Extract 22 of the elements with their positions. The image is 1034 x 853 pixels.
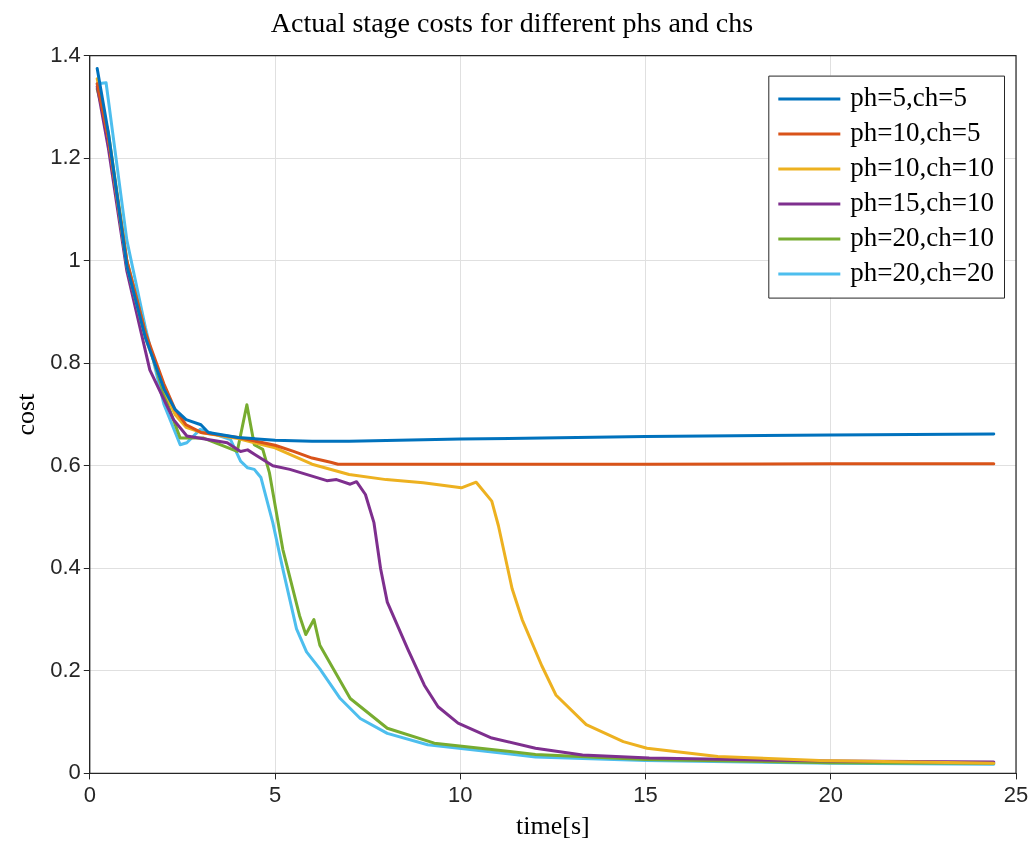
x-tick-label: 5 — [268, 781, 282, 807]
legend-label: ph=20,ch=10 — [850, 222, 995, 253]
y-axis-title: cost — [11, 392, 41, 436]
y-tick-label: 0.4 — [50, 554, 81, 580]
legend-label: ph=10,ch=5 — [850, 117, 981, 148]
y-tick-label: 0.6 — [50, 451, 81, 477]
x-tick-label: 25 — [1003, 781, 1029, 807]
legend-label: ph=15,ch=10 — [850, 187, 995, 218]
x-tick-label: 15 — [633, 781, 658, 807]
chart-title: Actual stage costs for different phs and chs — [270, 7, 754, 39]
x-axis-title: time[s] — [516, 811, 590, 841]
x-tick-label: 20 — [818, 781, 843, 807]
x-tick-label: 10 — [448, 781, 473, 807]
legend-label: ph=5,ch=5 — [850, 82, 968, 113]
y-tick-label: 0.8 — [50, 349, 81, 375]
y-tick-label: 1.2 — [50, 144, 81, 170]
legend-label: ph=20,ch=20 — [850, 257, 995, 288]
y-tick-label: 0.2 — [50, 656, 81, 682]
y-tick-label: 0 — [68, 759, 81, 785]
y-tick-label: 1 — [68, 246, 81, 272]
y-tick-label: 1.4 — [50, 41, 81, 67]
legend-label: ph=10,ch=10 — [850, 152, 995, 183]
